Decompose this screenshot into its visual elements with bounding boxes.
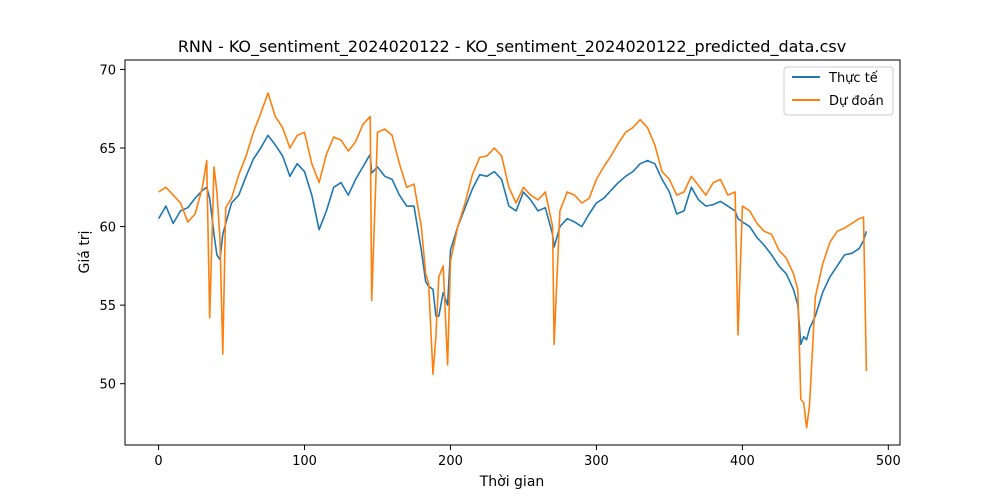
x-tick-label: 300 — [584, 454, 609, 469]
chart-title: RNN - KO_sentiment_2024020122 - KO_senti… — [178, 37, 846, 57]
x-tick-label: 200 — [438, 454, 463, 469]
y-tick-label: 50 — [99, 378, 116, 393]
legend: Thực tế Dự đoán — [784, 67, 893, 115]
legend-label-actual: Thực tế — [828, 71, 878, 86]
y-tick-label: 60 — [99, 221, 116, 236]
y-tick-label: 65 — [99, 142, 116, 157]
y-tick-label: 55 — [99, 299, 116, 314]
x-tick-label: 500 — [876, 454, 901, 469]
x-tick-label: 400 — [730, 454, 755, 469]
x-tick-label: 0 — [154, 454, 162, 469]
y-axis-label: Giá trị — [77, 231, 93, 274]
legend-label-predicted: Dự đoán — [829, 94, 884, 109]
x-tick-label: 100 — [292, 454, 317, 469]
y-tick-label: 70 — [99, 63, 116, 78]
x-axis-label: Thời gian — [479, 474, 545, 490]
